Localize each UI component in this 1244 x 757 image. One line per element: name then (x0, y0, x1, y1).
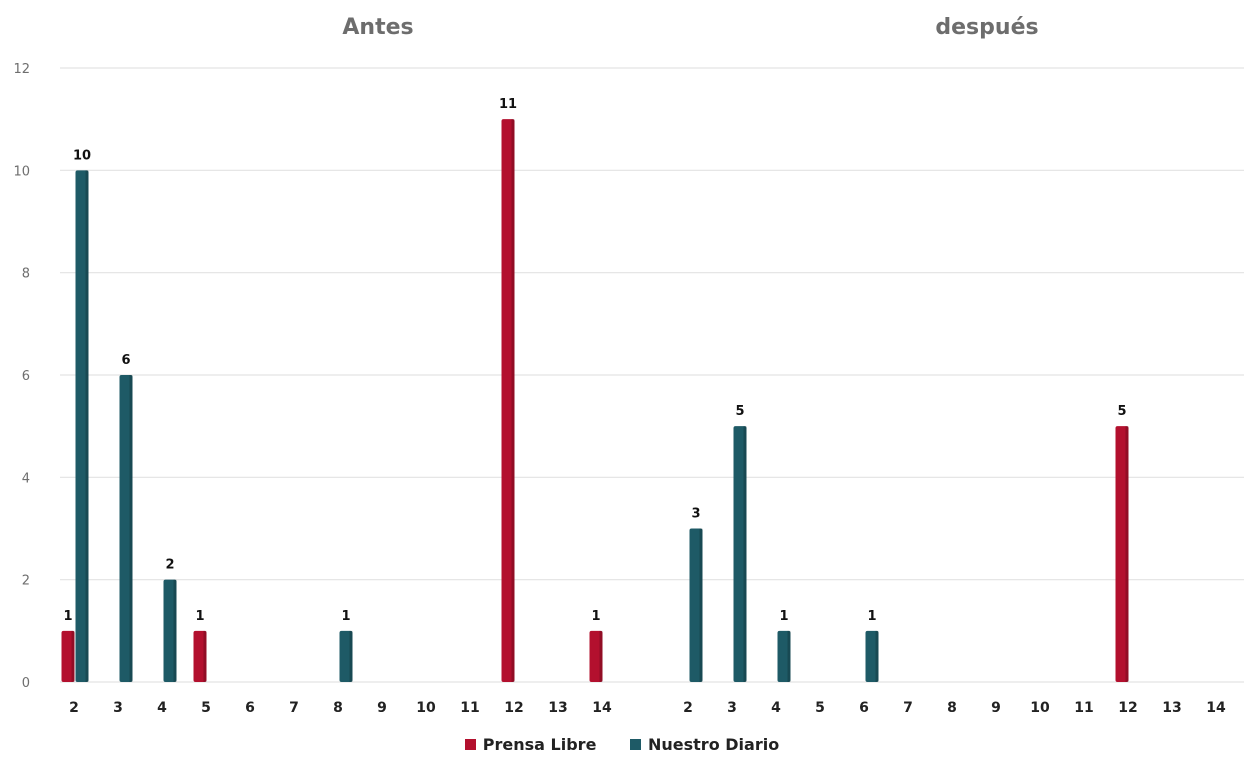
y-tick-label: 2 (22, 574, 30, 589)
panel-titles: Antes después (342, 15, 1038, 40)
bar-shade (173, 579, 177, 682)
bar-shade (203, 630, 207, 682)
bar (339, 630, 353, 682)
legend-item-nuestro-diario: Nuestro Diario (630, 735, 779, 754)
bar (1115, 426, 1129, 682)
bar-shade (129, 375, 133, 682)
x-tick-label: 9 (377, 700, 387, 716)
data-label: 1 (341, 609, 350, 624)
x-tick-label: 11 (1074, 700, 1093, 716)
legend-label-prensa-libre: Prensa Libre (482, 735, 597, 754)
bar-shade (1125, 426, 1129, 682)
data-label: 1 (195, 609, 204, 624)
bar-shade (349, 630, 353, 682)
bar-shade (787, 630, 791, 682)
y-tick-label: 8 (22, 267, 30, 282)
legend: Prensa Libre Nuestro Diario (0, 735, 1244, 754)
bar-shade (85, 170, 89, 683)
data-label: 3 (691, 507, 700, 522)
data-label: 2 (165, 558, 174, 573)
x-tick-label: 6 (245, 700, 255, 716)
bar-shade (599, 630, 603, 682)
x-tick-label: 5 (201, 700, 211, 716)
bar-shade (699, 528, 703, 682)
x-tick-label: 12 (1118, 700, 1137, 716)
data-label: 1 (63, 609, 72, 624)
x-tick-label: 2 (69, 700, 79, 716)
x-tick-label: 11 (460, 700, 479, 716)
x-tick-label: 7 (289, 700, 299, 716)
bar (865, 630, 879, 682)
panel-title: Antes (342, 15, 413, 40)
x-tick-label: 6 (859, 700, 869, 716)
x-tick-label: 10 (1030, 700, 1050, 716)
x-tick-label: 14 (592, 700, 612, 716)
y-tick-label: 12 (13, 62, 30, 77)
bar (777, 630, 791, 682)
y-tick-label: 6 (22, 369, 30, 384)
x-tick-label: 12 (504, 700, 523, 716)
data-label: 6 (121, 353, 130, 368)
x-tick-label: 10 (416, 700, 436, 716)
bar-shade (875, 630, 879, 682)
bar-shade (71, 630, 75, 682)
bar (733, 426, 747, 682)
data-label: 5 (735, 404, 744, 419)
x-tick-label: 13 (1162, 700, 1181, 716)
legend-item-prensa-libre: Prensa Libre (464, 735, 597, 754)
x-tick-label: 3 (113, 700, 123, 716)
x-tick-label: 9 (991, 700, 1001, 716)
data-label: 10 (73, 148, 91, 163)
bars (61, 119, 1129, 683)
x-tick-label: 14 (1206, 700, 1226, 716)
bar (163, 579, 177, 682)
x-tick-label: 4 (771, 700, 781, 716)
y-tick-label: 10 (13, 164, 30, 179)
legend-swatch-nuestro-diario (630, 739, 641, 750)
x-tick-label: 8 (947, 700, 957, 716)
x-axis-ticks: 2 3 4 5 6 7 8 9 10 11 12 13 14 2 3 4 5 6 7 8 9 10 11 12 13 14 (69, 700, 1226, 716)
bar (589, 630, 603, 682)
data-label: 11 (499, 97, 517, 112)
y-tick-label: 0 (22, 676, 30, 691)
x-tick-label: 8 (333, 700, 343, 716)
bar (75, 170, 89, 683)
bar (61, 630, 75, 682)
bar-shade (743, 426, 747, 682)
legend-swatch-prensa-libre (464, 739, 476, 750)
bar (193, 630, 207, 682)
bar (689, 528, 703, 682)
legend-label-nuestro-diario: Nuestro Diario (648, 735, 780, 754)
bar (119, 375, 133, 682)
data-label: 1 (779, 609, 788, 624)
y-axis-ticks: 0 2 4 6 8 10 12 (13, 62, 30, 691)
x-tick-label: 5 (815, 700, 825, 716)
x-tick-label: 7 (903, 700, 913, 716)
bar (501, 119, 515, 682)
x-tick-label: 3 (727, 700, 737, 716)
bar-shade (511, 119, 515, 682)
x-tick-label: 4 (157, 700, 167, 716)
data-label: 1 (867, 609, 876, 624)
data-label: 5 (1117, 404, 1126, 419)
x-tick-label: 2 (683, 700, 693, 716)
x-tick-label: 13 (548, 700, 567, 716)
data-label: 1 (591, 609, 600, 624)
y-tick-label: 4 (22, 471, 30, 486)
panel-title: después (935, 15, 1038, 40)
grid-lines (60, 67, 1244, 683)
